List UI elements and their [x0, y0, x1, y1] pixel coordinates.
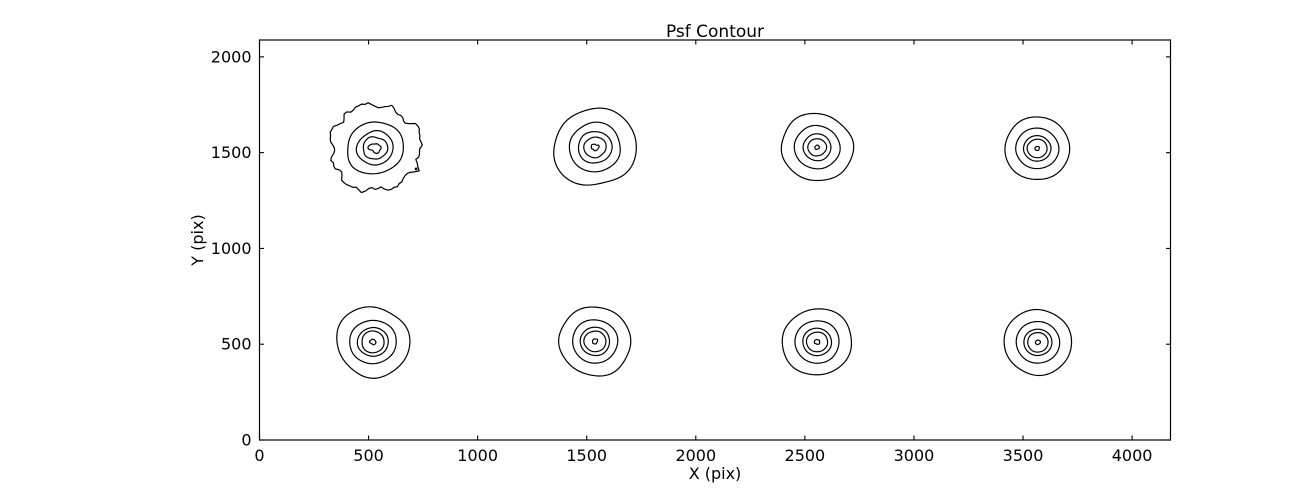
- contour-ring: [579, 326, 611, 357]
- contour-ring: [362, 136, 389, 160]
- y-tick-label: 500: [221, 335, 252, 354]
- contour-ring: [805, 331, 829, 353]
- contour-ring: [568, 121, 621, 173]
- psf-source-psf-top-2: [553, 107, 637, 186]
- y-tick-label: 2000: [211, 47, 252, 66]
- contour-ring: [780, 112, 855, 182]
- contour-ring: [813, 338, 821, 345]
- contour-ring: [1026, 138, 1048, 159]
- psf-source-psf-bot-1: [336, 306, 411, 379]
- contour-ring: [1034, 339, 1042, 346]
- contour-ring: [553, 107, 637, 186]
- y-tick-label: 1000: [211, 239, 252, 258]
- x-tick-label: 0: [254, 446, 264, 465]
- contour-ring: [583, 330, 607, 353]
- x-tick-label: 1500: [566, 446, 607, 465]
- contour-ring: [336, 306, 411, 379]
- contour-ring: [577, 131, 613, 164]
- x-tick-label: 2000: [675, 446, 716, 465]
- contour-ring: [1003, 308, 1073, 377]
- y-axis-title: Y (pix): [188, 214, 207, 266]
- contour-ring: [1027, 332, 1049, 353]
- contours-layer: [329, 102, 1073, 379]
- contour-ring: [583, 136, 607, 159]
- x-tick-label: 4000: [1112, 446, 1153, 465]
- contour-ring: [802, 133, 832, 162]
- psf-source-psf-top-1: [329, 102, 423, 194]
- x-tick-label: 3500: [1003, 446, 1044, 465]
- tick-labels-layer: 0 500 1000 1500 2000 2500 3000 3500 4000 0 500 1000…: [211, 47, 1153, 465]
- x-axis-title: X (pix): [689, 464, 742, 483]
- contour-ring: [1022, 135, 1052, 162]
- y-tick-label: 0: [241, 431, 251, 450]
- contour-ring: [1015, 320, 1061, 364]
- contour-ring: [1023, 328, 1053, 357]
- contour-ring: [558, 306, 632, 377]
- plot-title: Psf Contour: [666, 22, 764, 42]
- contour-ring: [368, 338, 377, 346]
- x-tick-label: 1000: [457, 446, 498, 465]
- contour-ring: [367, 143, 382, 154]
- contour-ring: [591, 338, 599, 345]
- contour-ring: [355, 129, 394, 166]
- psf-source-psf-top-3: [780, 112, 855, 182]
- contour-ring: [793, 124, 841, 170]
- contour-ring: [590, 143, 600, 152]
- y-tick-label: 1500: [211, 143, 252, 162]
- psf-source-psf-bot-3: [781, 308, 853, 376]
- contour-ring: [1004, 116, 1071, 181]
- psf-source-psf-bot-2: [558, 306, 632, 377]
- contour-ring: [1015, 127, 1060, 170]
- contour-speck: [414, 167, 418, 171]
- contour-ring: [356, 326, 389, 357]
- axes-frame: [258, 39, 1172, 441]
- psf-source-psf-bot-4: [1003, 308, 1073, 377]
- contour-ring: [781, 308, 853, 376]
- contour-ring: [572, 319, 619, 364]
- psf-source-psf-top-4: [1004, 116, 1071, 181]
- contour-ring: [807, 138, 828, 157]
- axes-layer: [258, 39, 1172, 441]
- ticks-layer: [258, 40, 1171, 441]
- x-tick-label: 2500: [785, 446, 826, 465]
- contour-ring: [361, 330, 385, 354]
- contour-ring: [814, 144, 821, 150]
- contour-ring: [802, 327, 833, 357]
- contour-ring: [794, 320, 840, 364]
- x-tick-label: 500: [353, 446, 384, 465]
- x-tick-label: 3000: [894, 446, 935, 465]
- contour-ring: [347, 121, 404, 175]
- contour-ring: [349, 319, 397, 365]
- contour-ring: [329, 102, 423, 194]
- contour-ring: [1034, 145, 1040, 152]
